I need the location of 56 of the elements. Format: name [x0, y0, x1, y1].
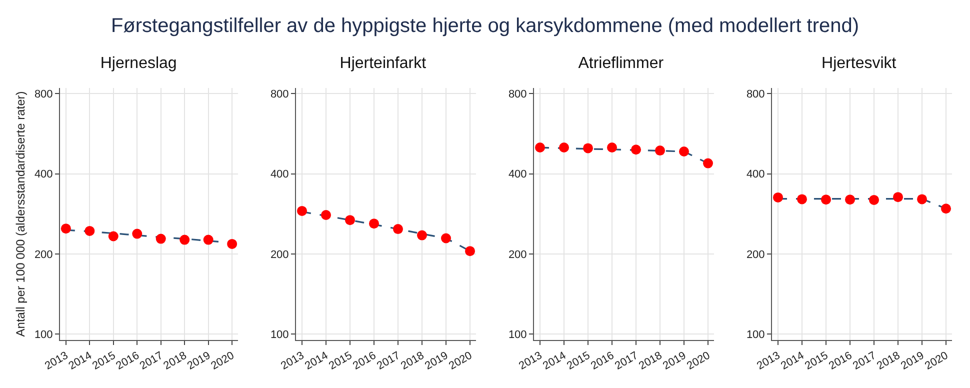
x-tick-label: 2020 — [209, 350, 236, 372]
point — [369, 218, 379, 229]
chart-subtitle: Hjerneslag — [100, 55, 177, 72]
y-tick-label: 200 — [508, 248, 527, 261]
point — [345, 215, 355, 226]
y-tick-label: 800 — [746, 88, 765, 100]
point — [607, 142, 617, 153]
point — [535, 142, 545, 153]
point — [108, 231, 118, 242]
point — [297, 206, 307, 216]
y-tick-label: 100 — [34, 328, 53, 341]
point — [773, 192, 783, 202]
y-tick-label: 400 — [34, 168, 53, 181]
point — [132, 228, 142, 239]
y-tick-label: 800 — [508, 88, 527, 100]
y-tick-label: 400 — [508, 168, 527, 181]
point — [631, 144, 641, 155]
y-tick-label: 200 — [34, 248, 53, 261]
point — [941, 204, 951, 214]
y-axis-title: Antall per 100 000 (aldersstandardiserte rater) — [14, 91, 28, 337]
point — [797, 194, 807, 204]
point — [845, 194, 855, 205]
y-tick-label: 100 — [270, 328, 289, 341]
y-tick-label: 400 — [270, 168, 289, 181]
point — [417, 230, 427, 240]
y-tick-label: 100 — [508, 328, 527, 341]
y-tick-label: 100 — [746, 328, 765, 341]
point — [559, 142, 569, 153]
chart-subtitle: Atrieflimmer — [578, 55, 664, 72]
point — [679, 146, 689, 157]
point — [917, 194, 927, 204]
point — [180, 234, 190, 245]
chart-subtitle: Hjertesvikt — [822, 55, 897, 72]
point — [441, 233, 451, 244]
point — [869, 194, 879, 205]
text: Førstegangstilfeller av de hyppigste hjerte og karsykdommene (med modellert trend) — [110, 14, 860, 38]
chart-subtitle: Hjerteinfarkt — [340, 55, 427, 72]
y-tick-label: 200 — [270, 248, 289, 261]
point — [321, 210, 331, 220]
point — [227, 238, 238, 249]
point — [821, 194, 831, 205]
point — [655, 146, 665, 156]
point — [156, 234, 166, 244]
x-tick-label: 2014 — [66, 350, 94, 372]
y-tick-label: 400 — [746, 168, 765, 181]
y-tick-label: 800 — [270, 88, 289, 100]
point — [203, 234, 214, 245]
y-tick-label: 200 — [746, 248, 765, 261]
y-tick-label: 800 — [34, 88, 53, 100]
point — [465, 246, 475, 256]
point — [60, 224, 71, 234]
point — [703, 158, 713, 168]
point — [84, 226, 95, 236]
point — [893, 192, 903, 202]
point — [393, 224, 403, 234]
point — [583, 143, 593, 154]
